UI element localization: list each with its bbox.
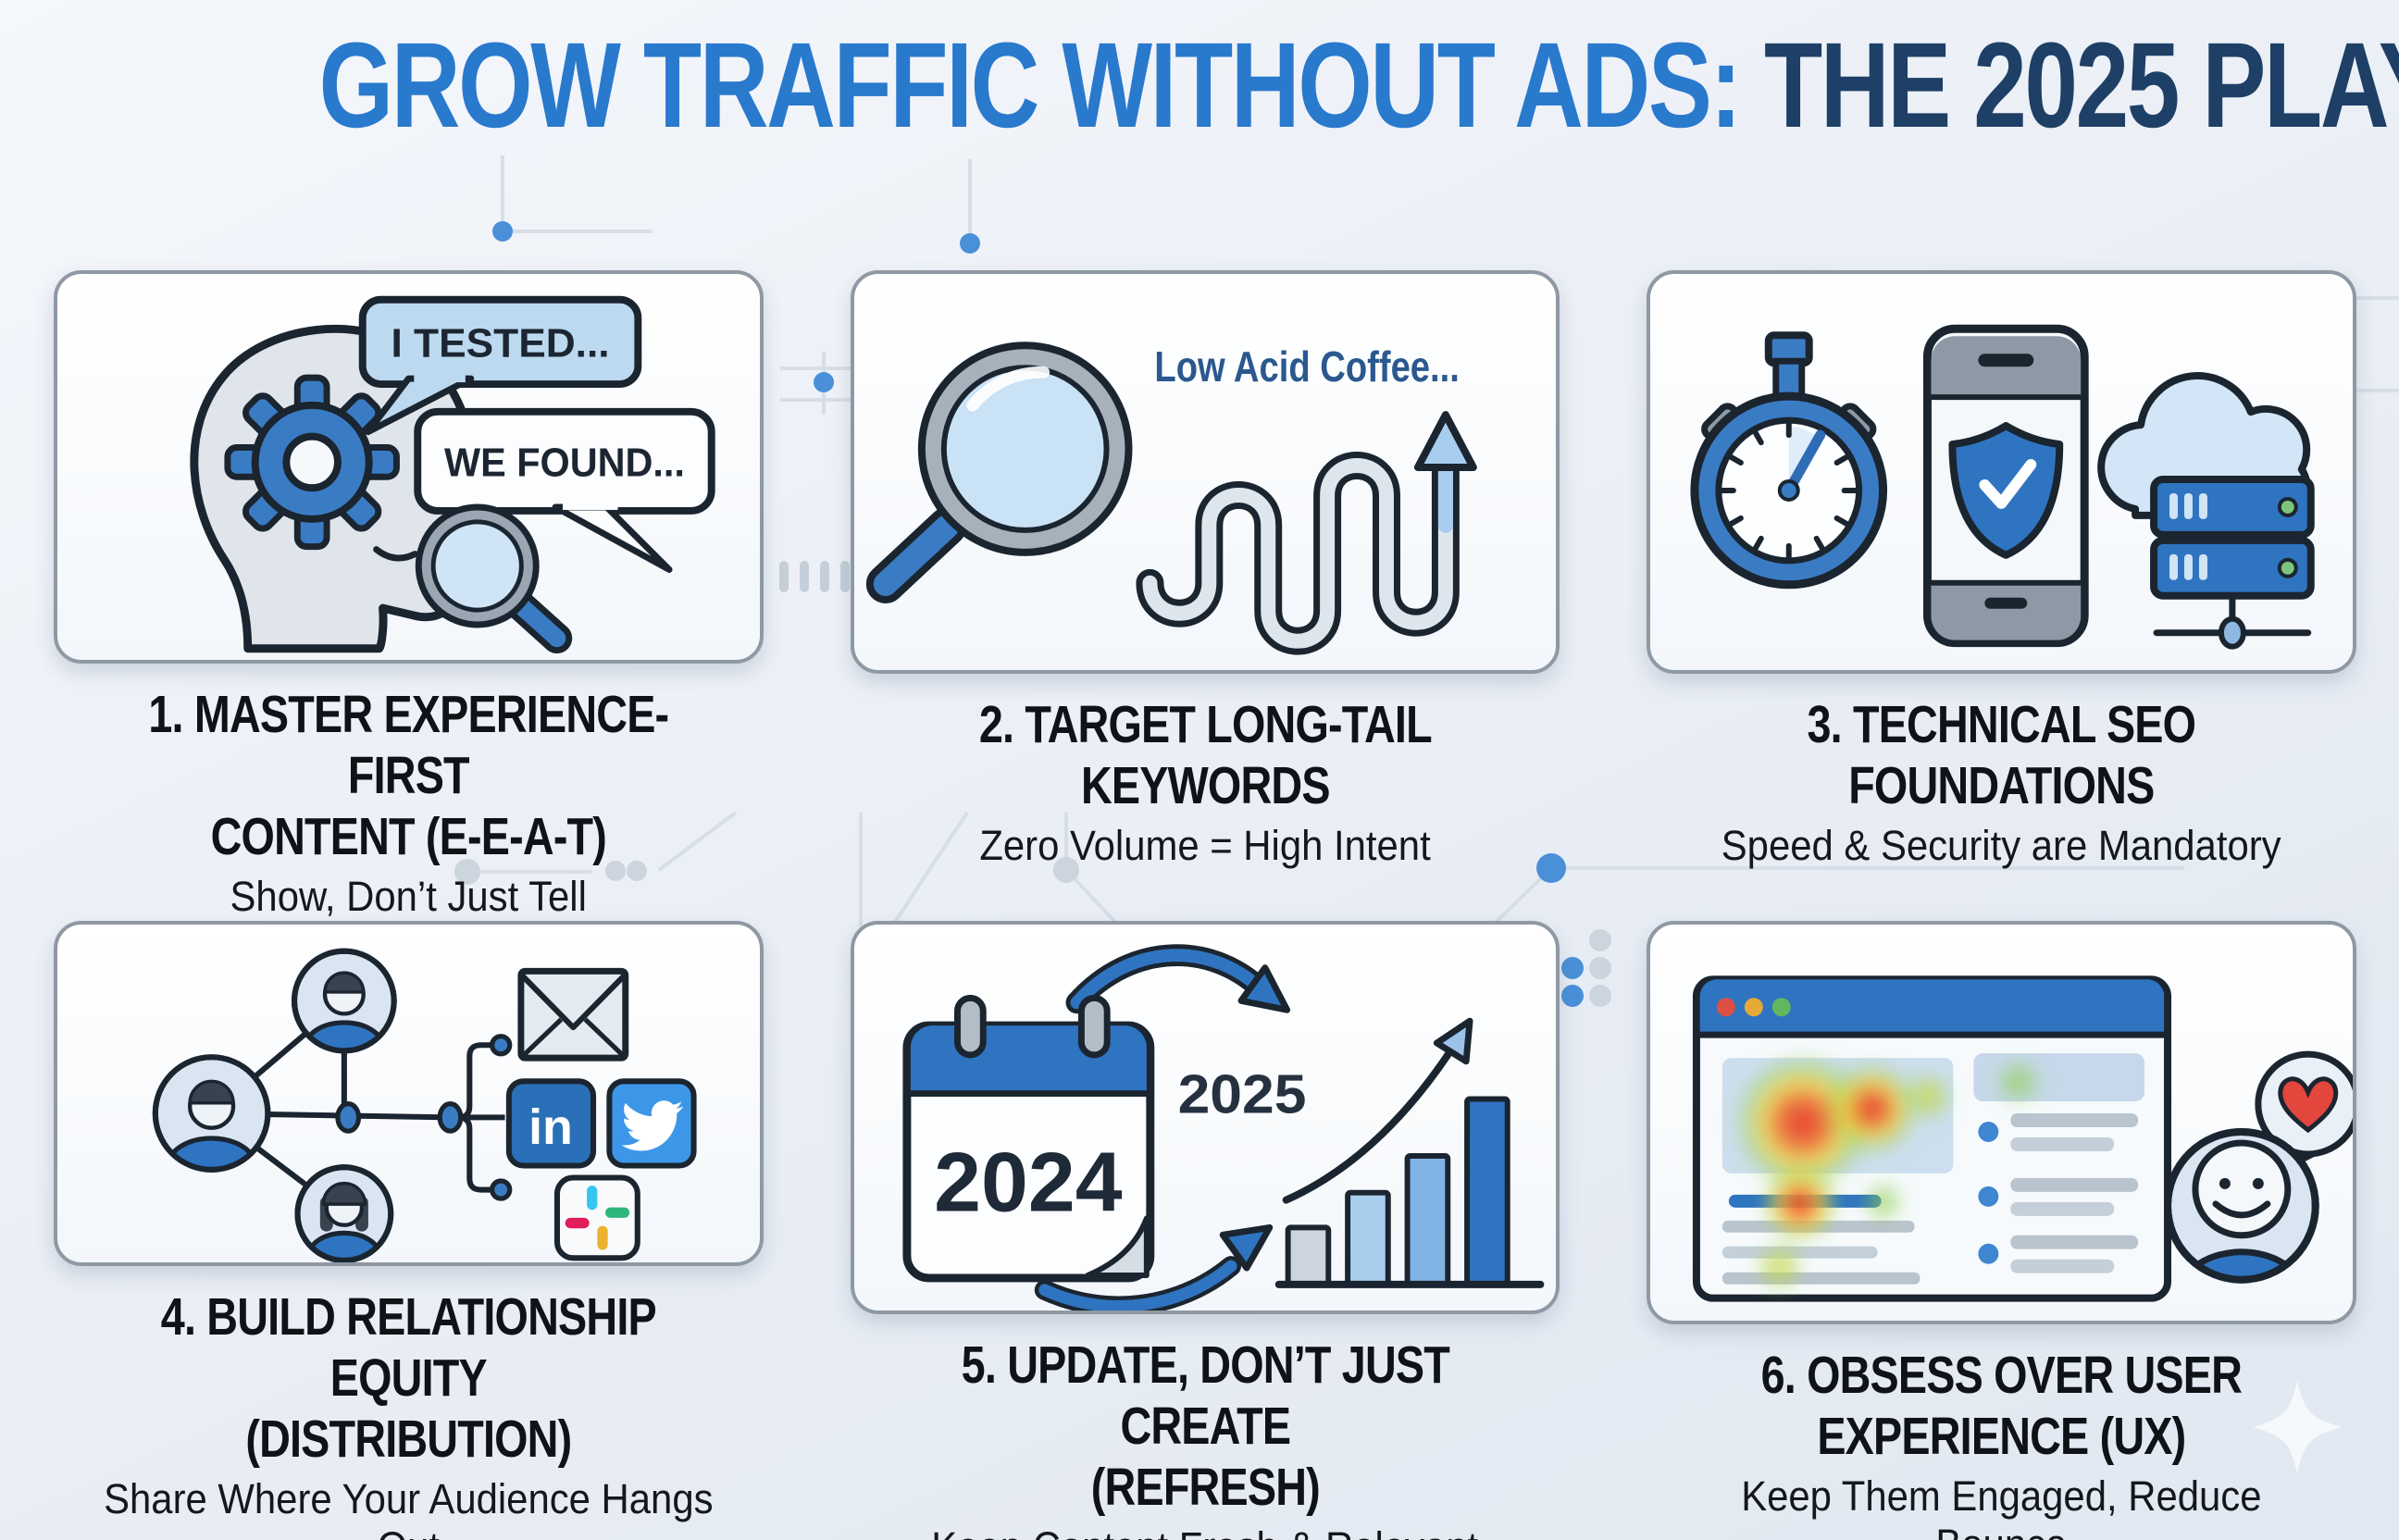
heatmap-blobs bbox=[1734, 1053, 2043, 1293]
happy-user-icon bbox=[2164, 1127, 2320, 1284]
card-heading: 1. MASTER EXPERIENCE-FIRST CONTENT (E-E-… bbox=[118, 684, 700, 867]
section-distribution: in 4. BUILD RELATIONSHI bbox=[54, 921, 764, 1540]
title-part-navy: THE 2025 PLAYBOOK bbox=[1763, 17, 2399, 153]
heading-line1: 3. TECHNICAL SEO bbox=[1807, 695, 2197, 754]
card-refresh: 2024 2025 bbox=[850, 921, 1560, 1314]
bubble-tested-label: I TESTED... bbox=[391, 320, 609, 366]
page-title: GROW TRAFFIC WITHOUT ADS: THE 2025 PLAYB… bbox=[0, 0, 2399, 145]
keyword-label: Low Acid Coffee... bbox=[1154, 342, 1459, 391]
browser-heatmap-icon bbox=[1693, 975, 2172, 1302]
heading-line1: 2. TARGET LONG-TAIL bbox=[978, 695, 1432, 754]
calendar-icon: 2024 bbox=[902, 994, 1154, 1283]
growth-chart-icon bbox=[1274, 1017, 1545, 1288]
card-subheading: Keep Them Engaged, Reduce Bounce bbox=[1741, 1472, 2262, 1540]
year-from-label: 2024 bbox=[934, 1136, 1123, 1230]
squiggle-arrow-icon bbox=[1136, 411, 1477, 655]
heading-line2: FOUNDATIONS bbox=[1848, 756, 2156, 816]
card-subheading: Share Where Your Audience Hangs Out bbox=[104, 1475, 714, 1540]
card-longtail: Low Acid Coffee... bbox=[850, 270, 1560, 674]
traffic-light-green bbox=[1772, 998, 1792, 1017]
phone-shield-icon bbox=[1923, 324, 2089, 648]
heading-line1: 1. MASTER EXPERIENCE-FIRST bbox=[148, 684, 669, 805]
heading-line2: KEYWORDS bbox=[1080, 756, 1331, 816]
magnifier-icon bbox=[865, 342, 1133, 603]
heading-line2: (DISTRIBUTION) bbox=[245, 1409, 572, 1469]
cloud-server-icon bbox=[2097, 372, 2316, 650]
traffic-light-red bbox=[1717, 998, 1736, 1017]
shield-check-icon bbox=[1948, 422, 2064, 559]
speech-bubble-found: WE FOUND... bbox=[414, 407, 715, 573]
refresh-arrow-bottom-icon bbox=[1034, 1223, 1273, 1310]
eeat-illustration: I TESTED... WE FOUND... bbox=[190, 295, 715, 654]
card-distribution: in bbox=[54, 921, 764, 1266]
heading-line1: 5. UPDATE, DON’T JUST CREATE bbox=[961, 1335, 1449, 1456]
envelope-icon bbox=[517, 967, 629, 1062]
section-refresh: 2024 2025 bbox=[850, 921, 1560, 1540]
linkedin-label: in bbox=[528, 1099, 573, 1155]
card-subheading: Speed & Security are Mandatory bbox=[1722, 822, 2282, 870]
card-heading: 6. OBSESS OVER USER EXPERIENCE (UX) bbox=[1710, 1345, 2293, 1467]
slack-icon bbox=[553, 1174, 640, 1261]
card-heading: 3. TECHNICAL SEO FOUNDATIONS bbox=[1710, 694, 2293, 816]
avatar-female-bottom bbox=[294, 1164, 394, 1262]
section-technical-seo: 3. TECHNICAL SEO FOUNDATIONS Speed & Sec… bbox=[1647, 270, 2356, 921]
linkedin-icon: in bbox=[505, 1078, 597, 1169]
refresh-arrow-top-icon bbox=[1065, 944, 1290, 1014]
card-eeat: I TESTED... WE FOUND... bbox=[54, 270, 764, 664]
card-subheading: Keep Content Fresh & Relevant bbox=[851, 1523, 1560, 1540]
section-eeat: I TESTED... WE FOUND... bbox=[54, 270, 764, 921]
card-technical-seo bbox=[1647, 270, 2356, 674]
longtail-illustration: Low Acid Coffee... bbox=[865, 342, 1477, 655]
heading-line2: EXPERIENCE (UX) bbox=[1817, 1407, 2187, 1467]
avatar-male-top bbox=[291, 948, 397, 1054]
card-heading: 4. BUILD RELATIONSHIP EQUITY (DISTRIBUTI… bbox=[118, 1286, 700, 1470]
twitter-icon bbox=[606, 1078, 697, 1169]
section-ux: 6. OBSESS OVER USER EXPERIENCE (UX) Keep… bbox=[1647, 921, 2356, 1540]
stopwatch-icon bbox=[1690, 331, 1888, 590]
refresh-illustration: 2024 2025 bbox=[902, 944, 1545, 1310]
heading-line1: 4. BUILD RELATIONSHIP EQUITY bbox=[160, 1286, 657, 1408]
heading-line2: CONTENT (E-E-A-T) bbox=[210, 806, 607, 866]
distribution-illustration: in bbox=[152, 948, 697, 1262]
ux-illustration bbox=[1693, 975, 2353, 1302]
magnifier-icon bbox=[415, 503, 573, 654]
cards-grid: I TESTED... WE FOUND... bbox=[54, 270, 2356, 1540]
card-heading: 5. UPDATE, DON’T JUST CREATE (REFRESH) bbox=[914, 1335, 1497, 1518]
title-part-blue: GROW TRAFFIC WITHOUT ADS: bbox=[318, 17, 1742, 153]
network-hub-dots bbox=[335, 1034, 513, 1201]
avatar-male-left bbox=[152, 1054, 271, 1173]
heading-line2: (REFRESH) bbox=[1090, 1457, 1320, 1517]
bubble-found-label: WE FOUND... bbox=[444, 440, 685, 485]
bullet-list bbox=[1978, 1113, 2139, 1273]
speech-bubble-tested: I TESTED... bbox=[358, 295, 642, 436]
traffic-light-yellow bbox=[1745, 998, 1764, 1017]
gear-icon bbox=[224, 374, 400, 551]
card-subheading: Show, Don’t Just Tell bbox=[230, 873, 588, 920]
card-subheading: Zero Volume = High Intent bbox=[979, 822, 1431, 870]
year-to-label: 2025 bbox=[1177, 1062, 1306, 1124]
heart-icon bbox=[2278, 1076, 2339, 1134]
sparkle-icon bbox=[2253, 1381, 2342, 1473]
technical-seo-illustration bbox=[1690, 324, 2316, 650]
section-longtail: Low Acid Coffee... bbox=[850, 270, 1560, 921]
heading-line1: 6. OBSESS OVER USER bbox=[1760, 1346, 2243, 1405]
card-ux bbox=[1647, 921, 2356, 1324]
card-heading: 2. TARGET LONG-TAIL KEYWORDS bbox=[914, 694, 1497, 816]
